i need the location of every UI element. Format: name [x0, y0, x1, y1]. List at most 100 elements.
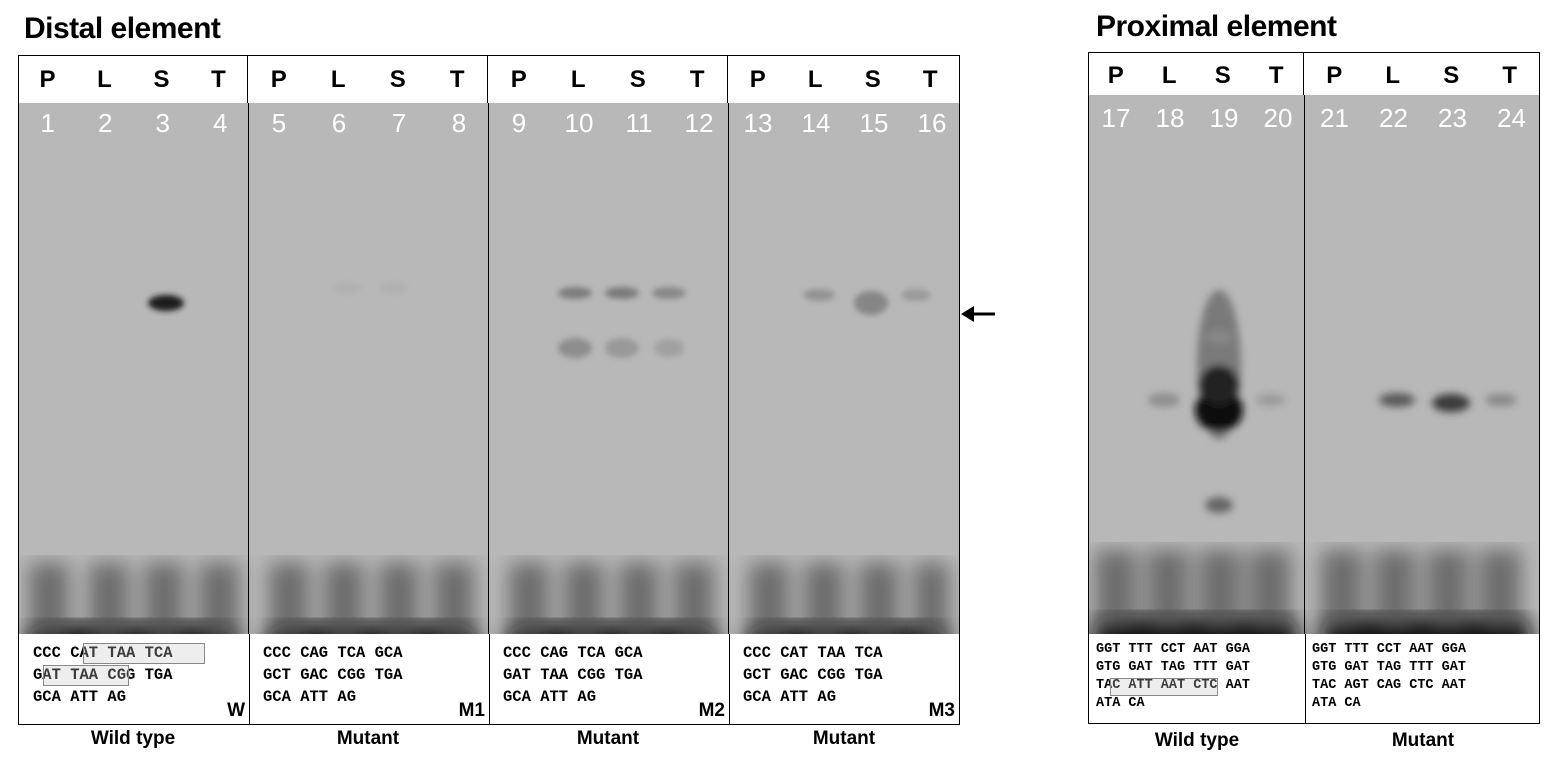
sequence-line: GGT TTT CCT AAT GGA: [1096, 642, 1250, 657]
lane-label: P: [270, 66, 287, 93]
sequence-line: GTG GAT TAG TTT GAT: [1312, 660, 1466, 675]
lane-label: P: [749, 66, 766, 93]
caption-proximal-mutant: Mutant: [1391, 730, 1455, 751]
lane-number: 19: [1209, 103, 1239, 133]
sequence-line: CCC CAG TCA GCA: [503, 644, 643, 662]
proximal-panel-wt: [1089, 95, 1305, 676]
band-arrow-icon: [961, 304, 997, 329]
construct-tag: M1: [458, 700, 485, 721]
proximal-lane-numbers-mut: 21 22 23 24: [1305, 103, 1541, 134]
lane-label: S: [153, 66, 170, 93]
lane-number: 22: [1379, 103, 1408, 133]
proximal-gel-image: [1089, 95, 1539, 676]
lane-label: L: [570, 66, 586, 93]
caption-wild-type: Wild type: [90, 728, 176, 749]
lane-number: 23: [1438, 103, 1467, 133]
sequence-line: GCA ATT AG: [33, 688, 127, 706]
lane-label: S: [1443, 62, 1460, 89]
distal-element-title: Distal element: [24, 12, 221, 45]
lane-label: S: [864, 66, 881, 93]
lane-number: 20: [1263, 103, 1293, 133]
lane-label: S: [1214, 62, 1231, 89]
lane-label: L: [330, 66, 346, 93]
caption-mutant-m1: Mutant: [336, 728, 400, 749]
lane-label: P: [510, 66, 527, 93]
lane-number: 3: [155, 108, 170, 138]
lane-label: P: [1107, 62, 1124, 89]
sequence-line: CCC CAT TAA TCA: [743, 644, 883, 662]
sequence-line: GAT TAA CGG TGA: [503, 666, 643, 684]
lane-label: T: [211, 66, 226, 93]
proximal-panel-mut: [1305, 95, 1539, 676]
construct-tag: W: [227, 700, 245, 721]
caption-proximal-wild-type: Wild type: [1154, 730, 1240, 751]
lane-label: T: [449, 66, 465, 93]
sequence-line: GAT TAA CGG TGA: [33, 666, 173, 684]
lane-label: S: [629, 66, 646, 93]
sequence-line: CCC CAT TAA TCA: [33, 644, 173, 662]
lane-label: L: [97, 66, 112, 93]
motif-box: [83, 643, 205, 664]
sequence-box-wt: GGT TTT CCT AAT GGA GTG GAT TAG TTT GAT …: [1089, 634, 1306, 723]
lane-number: 24: [1497, 103, 1526, 133]
lane-label: L: [807, 66, 823, 93]
lane-number: 7: [391, 108, 407, 138]
lane-label: T: [1502, 62, 1518, 89]
sequence-line: GCA ATT AG: [263, 688, 357, 706]
lane-label: P: [1326, 62, 1343, 89]
lane-number: 2: [98, 108, 113, 138]
lane-label: T: [1268, 62, 1284, 89]
distal-gel-image: [19, 103, 959, 681]
distal-lane-numbers-m1: 5 6 7 8: [249, 108, 489, 139]
sequence-line: GCA ATT AG: [743, 688, 837, 706]
caption-mutant-m2: Mutant: [576, 728, 640, 749]
sequence-box-m1: CCC CAG TCA GCA GCT GAC CGG TGA GCA ATT …: [249, 634, 490, 724]
lane-number: 16: [917, 108, 947, 138]
sequence-line: GCT GAC CGG TGA: [263, 666, 403, 684]
lane-label: L: [1385, 62, 1401, 89]
sequence-line: GGT TTT CCT AAT GGA: [1312, 642, 1466, 657]
lane-number: 4: [213, 108, 228, 138]
sequence-line: CCC CAG TCA GCA: [263, 644, 403, 662]
lane-number: 17: [1101, 103, 1131, 133]
distal-lane-numbers-m3: 13 14 15 16: [729, 108, 961, 139]
lane-number: 18: [1155, 103, 1185, 133]
construct-tag: M3: [928, 700, 955, 721]
proximal-lane-numbers-wt: 17 18 19 20: [1089, 103, 1305, 134]
distal-panel-m1: [249, 103, 489, 681]
sequence-box-mut: GGT TTT CCT AAT GGA GTG GAT TAG TTT GAT …: [1305, 634, 1541, 723]
lane-label: T: [689, 66, 705, 93]
lane-number: 5: [271, 108, 287, 138]
lane-number: 6: [331, 108, 347, 138]
lane-label: T: [922, 66, 938, 93]
caption-mutant-m3: Mutant: [812, 728, 876, 749]
lane-number: 21: [1320, 103, 1349, 133]
lane-number: 8: [451, 108, 467, 138]
sequence-line: GTG GAT TAG TTT GAT: [1096, 660, 1250, 675]
distal-panel-m2: [489, 103, 729, 681]
distal-lane-numbers-wt: 1 2 3 4: [19, 108, 249, 139]
sequence-box-wt: CCC CAT TAA TCA GAT TAA CGG TGA GCA ATT …: [19, 634, 250, 724]
sequence-line: GCA ATT AG: [503, 688, 597, 706]
sequence-line: GCT GAC CGG TGA: [743, 666, 883, 684]
lane-number: 11: [625, 108, 653, 138]
lane-label: L: [1161, 62, 1177, 89]
proximal-element-title: Proximal element: [1096, 10, 1337, 43]
sequence-line: ATA CA: [1312, 696, 1361, 711]
lane-number: 15: [859, 108, 889, 138]
proximal-gel-frame: P L S T P L S T 17 18 19 20 21 22 23 24 GGT TTT CCT …: [1088, 52, 1540, 724]
sequence-line: TAC ATT AAT CTC AAT: [1096, 678, 1250, 693]
distal-panel-wt: [19, 103, 249, 681]
sequence-line: TAC AGT CAG CTC AAT: [1312, 678, 1466, 693]
motif-box: [43, 665, 129, 686]
proximal-sequence-row: GGT TTT CCT AAT GGA GTG GAT TAG TTT GAT …: [1089, 634, 1539, 723]
lane-number: 14: [801, 108, 831, 138]
lane-label: P: [39, 66, 56, 93]
lane-number: 13: [743, 108, 773, 138]
motif-box: [1110, 678, 1218, 696]
distal-lane-numbers-m2: 9 10 11 12: [489, 108, 729, 139]
sequence-box-m3: CCC CAT TAA TCA GCT GAC CGG TGA GCA ATT …: [729, 634, 959, 724]
lane-number: 12: [684, 108, 714, 138]
